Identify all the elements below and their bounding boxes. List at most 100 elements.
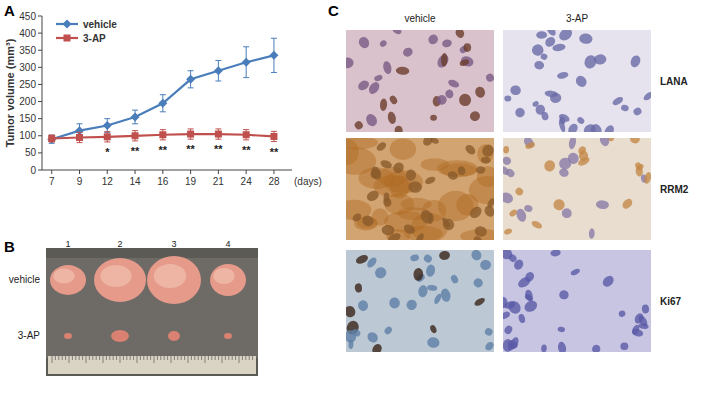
x-tick <box>162 170 163 174</box>
nucleus <box>379 159 393 170</box>
nucleus <box>423 253 434 263</box>
nucleus <box>515 207 528 223</box>
nucleus <box>503 338 513 352</box>
x-tick <box>218 170 219 174</box>
nucleus <box>536 31 547 38</box>
marker <box>186 75 195 84</box>
nucleus <box>601 274 616 289</box>
lane-label: 2 <box>117 239 122 249</box>
nucleus <box>476 166 486 174</box>
nucleus <box>375 141 388 153</box>
significance: ** <box>131 145 140 157</box>
ruler-tick <box>130 356 131 360</box>
nucleus <box>383 192 389 202</box>
marker <box>103 121 112 130</box>
error-cap <box>271 141 277 142</box>
nucleus <box>346 304 357 319</box>
x-tick-label: 14 <box>129 176 141 187</box>
nucleus <box>534 60 545 70</box>
tumor <box>94 258 146 302</box>
y-axis-label: Tumor volume (mm³) <box>4 38 16 147</box>
nucleus <box>576 116 586 125</box>
nucleus <box>556 71 569 80</box>
y-tick-label: 250 <box>19 79 36 90</box>
error-cap <box>160 139 166 140</box>
row-label: Ki67 <box>660 296 682 307</box>
ruler-tick <box>82 356 83 360</box>
legend-label: 3-AP <box>83 33 106 44</box>
error-cap <box>215 81 221 82</box>
nucleus <box>593 53 607 65</box>
y-tick-label: 200 <box>19 96 36 107</box>
nucleus <box>568 138 577 150</box>
ruler-tick <box>96 356 97 360</box>
ruler-tick <box>160 356 161 360</box>
ruler-tick <box>242 356 243 360</box>
nucleus <box>557 30 574 43</box>
error-bar <box>49 135 55 143</box>
ruler-tick <box>62 356 63 360</box>
error-cap <box>271 72 277 73</box>
y-tick-label: 400 <box>19 28 36 39</box>
ruler-tick <box>171 356 172 363</box>
marker <box>187 131 194 138</box>
x-tick <box>107 170 108 174</box>
marker <box>104 133 111 140</box>
nucleus <box>472 277 483 288</box>
nucleus <box>509 84 522 96</box>
nucleus <box>351 212 363 223</box>
nucleus <box>558 112 571 123</box>
y-tick <box>38 101 42 102</box>
nucleus <box>470 250 483 262</box>
error-cap <box>104 118 110 119</box>
nucleus <box>382 60 393 74</box>
micrograph <box>346 250 494 352</box>
lane-label: 4 <box>225 239 230 249</box>
error-cap <box>243 139 249 140</box>
nucleus <box>636 163 645 172</box>
ruler-tick <box>235 356 236 360</box>
nucleus <box>481 157 491 164</box>
nucleus <box>354 283 362 293</box>
error-cap <box>243 46 249 47</box>
tissue <box>346 250 494 352</box>
tumor <box>168 331 180 341</box>
tumor <box>147 256 201 304</box>
y-tick <box>38 67 42 68</box>
ruler-tick <box>120 356 121 363</box>
tumor <box>210 264 246 296</box>
error-bar <box>77 132 83 142</box>
nucleus <box>353 120 364 131</box>
nucleus <box>577 145 587 156</box>
nucleus <box>373 74 383 82</box>
ruler-tick <box>232 356 233 360</box>
nucleus <box>459 58 470 67</box>
ruler-tick <box>103 356 104 363</box>
y-tick-label: 450 <box>19 11 36 22</box>
significance: ** <box>242 144 251 156</box>
nucleus <box>570 268 581 277</box>
marker <box>243 131 250 138</box>
column-label: vehicle <box>404 13 436 24</box>
nucleus <box>463 43 471 52</box>
ruler-tick <box>126 356 127 360</box>
ruler-tick <box>89 356 90 360</box>
error-cap <box>271 131 277 132</box>
nucleus <box>503 191 515 205</box>
ruler-tick <box>154 356 155 363</box>
nucleus <box>631 324 641 336</box>
nucleus <box>503 146 509 154</box>
ruler-tick <box>188 356 189 363</box>
error-bar <box>132 131 138 141</box>
error-cap <box>132 140 138 141</box>
nucleus <box>426 336 440 348</box>
nucleus <box>618 310 626 318</box>
ruler-tick <box>205 356 206 363</box>
nucleus <box>522 138 536 150</box>
nucleus <box>524 293 535 303</box>
nucleus <box>410 254 420 262</box>
nucleus <box>559 290 569 299</box>
nucleus <box>417 285 428 298</box>
marker <box>47 135 56 144</box>
nucleus <box>621 197 635 211</box>
